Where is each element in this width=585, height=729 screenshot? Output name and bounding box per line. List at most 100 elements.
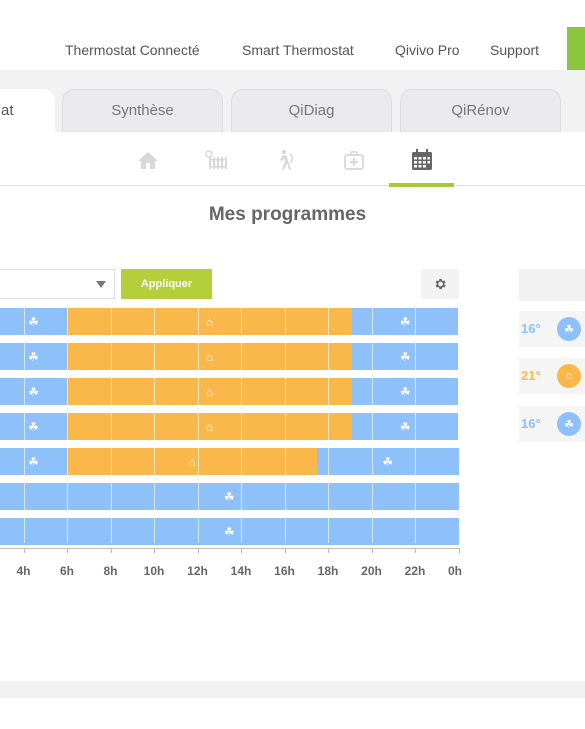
settings-button[interactable] [421,269,459,299]
program-select[interactable] [0,269,115,299]
tab-label: QiRénov [451,102,510,119]
nav-cta-button[interactable] [567,27,585,70]
x-axis-tick [284,548,286,553]
schedule-segment-comfort[interactable]: ⌂ [67,448,318,475]
away-walking-icon: ☘ [223,489,235,504]
away-walking-icon: ☘ [399,314,411,329]
away-walking-icon: ☘ [557,412,581,436]
grid-line [415,308,416,543]
first-aid-kit-icon [344,151,364,170]
grid-line [197,308,199,543]
x-axis-tick-label: 6h [59,564,75,578]
calendar-icon [412,149,432,170]
icon-tab-home[interactable] [128,144,168,176]
tab-synthese[interactable]: Synthèse [62,89,223,132]
away-walking-icon: ☘ [557,317,581,341]
temperature-row-eco-2[interactable]: 16° ☘ [519,406,585,442]
x-axis-tick [23,548,25,553]
icon-tab-radiator[interactable] [196,144,236,176]
nav-link-qivivo-pro[interactable]: Qivivo Pro [395,42,460,58]
schedule-segment-comfort[interactable]: ⌂ [67,343,352,370]
away-walking-icon: ☘ [28,419,39,434]
grid-line [23,308,25,543]
grid-line [241,308,242,543]
schedule-row[interactable]: ☘ [0,518,459,545]
home-icon [138,152,158,169]
x-axis-tick-label: 22h [404,564,426,578]
x-axis-tick [110,548,112,553]
away-walking-icon: ☘ [28,314,39,329]
schedule-segment-eco[interactable]: ☘ [351,308,459,335]
schedule-row[interactable]: ☘ ⌂ ☘ [0,308,459,335]
gear-icon [435,278,446,290]
schedule-segment-eco[interactable]: ☘ [317,448,459,475]
x-axis-tick [154,548,155,553]
apply-button[interactable]: Appliquer [121,269,212,299]
schedule-segment-eco[interactable]: ☘ [0,518,459,545]
x-axis-tick-label: 10h [143,564,165,578]
grid-line [284,308,286,543]
schedule-row[interactable]: ☘ ⌂ ☘ [0,413,459,440]
grid-line [371,308,373,543]
schedule-segment-eco[interactable]: ☘ [351,378,459,405]
footer-band [0,681,585,698]
nav-link-support[interactable]: Support [490,42,540,58]
schedule-segment-eco[interactable]: ☘ [0,483,459,510]
tab-bar: at Synthèse QiDiag QiRénov [0,70,585,132]
schedule-segment-eco[interactable]: ☘ [0,308,67,335]
schedule-segment-comfort[interactable]: ⌂ [67,378,352,405]
away-walking-icon: ☘ [28,349,39,364]
schedule-row[interactable]: ☘ ⌂ ☘ [0,448,459,475]
x-axis-tick-label: 8h [103,564,118,578]
home-icon: ⌂ [205,314,214,329]
top-navigation: Thermostat Connecté Smart Thermostat Qiv… [0,0,585,70]
away-walking-icon: ☘ [28,454,39,469]
tab-label: at [1,102,14,119]
temperature-value: 21° [521,368,541,383]
home-icon: ⌂ [205,384,214,399]
grid-line [110,308,112,543]
away-walking-icon: ☘ [399,349,411,364]
x-axis-tick-label: 16h [274,564,295,578]
schedule-row[interactable]: ☘ ⌂ ☘ [0,378,459,405]
x-axis-tick-label: 0h [447,564,463,578]
active-tab-indicator [389,183,454,187]
grid-line [328,308,329,543]
temperature-row-eco[interactable]: 16° ☘ [519,311,585,347]
schedule-segment-comfort[interactable]: ⌂ [67,308,352,335]
schedule-segment-eco[interactable]: ☘ [0,378,67,405]
temperature-row-comfort[interactable]: 21° ⌂ [519,358,585,394]
schedule-row[interactable]: ☘ ⌂ ☘ [0,343,459,370]
icon-tab-first-aid[interactable] [334,144,374,176]
x-axis-tick-label: 14h [230,564,252,578]
schedule-segment-eco[interactable]: ☘ [0,343,67,370]
tab-label: QiDiag [288,102,335,119]
tab-qirenov[interactable]: QiRénov [400,89,561,132]
away-walking-icon: ☘ [382,454,394,469]
x-axis-tick [67,548,68,553]
weekly-schedule-chart: ☘ ⌂ ☘ ☘ ⌂ ☘ ☘ ⌂ ☘ ☘ ⌂ ☘ ☘ ⌂ ☘ ☘ ☘ 4h 6h 8h 10h 12h 14h 16h 18h 20… [0,308,463,588]
x-axis-tick [241,548,242,553]
away-walking-icon: ☘ [28,384,39,399]
schedule-segment-eco[interactable]: ☘ [351,413,459,440]
home-icon: ⌂ [205,349,214,364]
schedule-segment-eco[interactable]: ☘ [0,448,67,475]
nav-link-smart-thermostat[interactable]: Smart Thermostat [242,42,354,58]
schedule-segment-eco[interactable]: ☘ [0,413,67,440]
away-walking-icon: ☘ [223,524,235,539]
home-icon: ⌂ [557,364,581,388]
nav-link-thermostat-connecte[interactable]: Thermostat Connecté [65,42,200,58]
tab-thermostat[interactable]: at [0,89,55,132]
tab-qidiag[interactable]: QiDiag [231,89,392,132]
home-icon: ⌂ [188,454,196,469]
chevron-down-icon [96,281,106,288]
temperature-panel-header [519,269,585,301]
schedule-segment-eco[interactable]: ☘ [351,343,459,370]
icon-tab-away[interactable] [266,144,306,176]
schedule-segment-comfort[interactable]: ⌂ [67,413,352,440]
icon-tab-calendar[interactable] [402,144,442,176]
away-walking-icon: ☘ [399,419,411,434]
grid-line [458,308,460,543]
schedule-row[interactable]: ☘ [0,483,459,510]
x-axis-tick-label: 12h [187,564,208,578]
